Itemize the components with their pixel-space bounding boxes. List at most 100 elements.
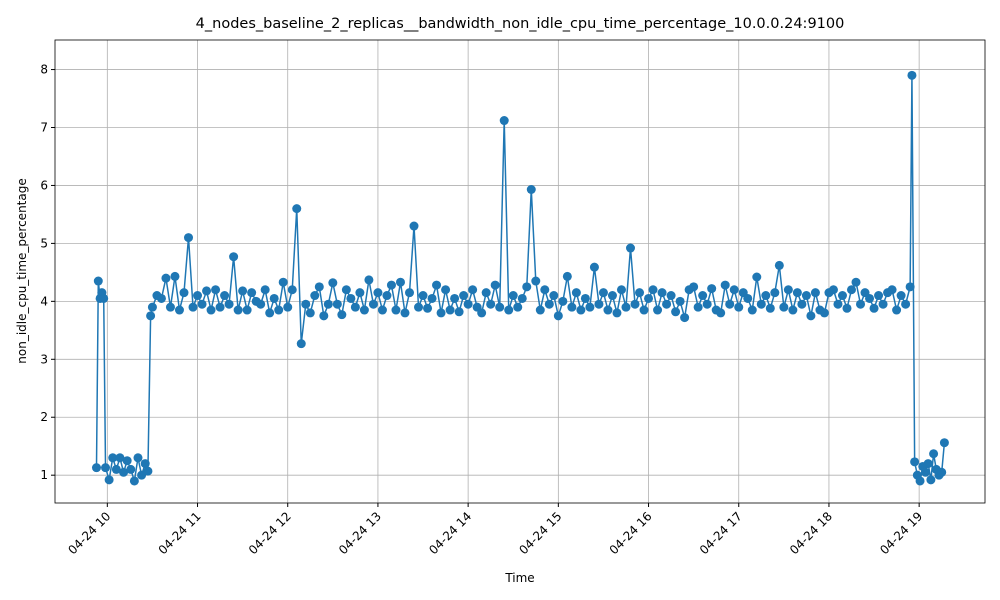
data-point: [206, 305, 216, 315]
data-point: [332, 299, 342, 309]
data-point: [211, 285, 221, 295]
data-point: [104, 475, 114, 485]
data-point: [238, 286, 248, 296]
data-point: [729, 285, 739, 295]
data-point: [359, 305, 369, 315]
data-point: [184, 233, 194, 243]
data-point: [828, 285, 838, 295]
data-point: [292, 204, 302, 214]
data-point: [774, 260, 784, 270]
data-point: [896, 291, 906, 301]
data-point: [788, 305, 798, 315]
y-tick-label: 3: [40, 352, 48, 366]
data-point: [589, 262, 599, 272]
data-point: [693, 302, 703, 312]
data-point: [689, 282, 699, 292]
data-point: [837, 291, 847, 301]
data-point: [147, 302, 157, 312]
data-point: [193, 291, 203, 301]
data-point: [756, 299, 766, 309]
x-tick-label: 04-24 11: [156, 509, 204, 557]
data-point: [111, 464, 121, 474]
data-point: [143, 466, 153, 476]
data-point: [657, 288, 667, 298]
data-point: [517, 293, 527, 303]
data-point: [770, 288, 780, 298]
data-point: [481, 288, 491, 298]
data-point: [91, 463, 101, 473]
data-point: [414, 302, 424, 312]
data-point: [274, 305, 284, 315]
x-tick-label: 04-24 15: [516, 509, 564, 557]
data-point: [887, 285, 897, 295]
y-tick-label: 8: [40, 63, 48, 77]
x-tick-label: 04-24 18: [787, 509, 835, 557]
data-point: [594, 299, 604, 309]
data-point: [179, 288, 189, 298]
data-point: [910, 457, 920, 467]
data-point: [567, 302, 577, 312]
data-point: [156, 293, 166, 303]
data-point: [323, 299, 333, 309]
x-axis-label: Time: [504, 571, 534, 585]
data-point: [535, 305, 545, 315]
data-point: [526, 185, 536, 195]
data-point: [99, 293, 109, 303]
data-line: [95, 75, 946, 484]
data-point: [522, 282, 532, 292]
data-point: [725, 299, 735, 309]
data-point: [341, 285, 351, 295]
data-point: [454, 307, 464, 317]
data-point: [310, 291, 320, 301]
data-point: [146, 311, 156, 321]
data-point: [707, 284, 717, 294]
data-point: [242, 305, 252, 315]
data-point: [418, 291, 428, 301]
data-point: [842, 303, 852, 313]
data-point: [603, 305, 613, 315]
data-point: [346, 293, 356, 303]
data-point: [576, 305, 586, 315]
data-point: [459, 291, 469, 301]
chart-title: 4_nodes_baseline_2_replicas__bandwidth_n…: [196, 16, 845, 32]
data-point: [549, 291, 559, 301]
data-point: [405, 288, 415, 298]
data-point: [395, 277, 405, 287]
data-point: [220, 291, 230, 301]
data-point: [865, 293, 875, 303]
data-point: [635, 288, 645, 298]
data-point: [283, 302, 293, 312]
data-point: [846, 285, 856, 295]
data-point: [197, 299, 207, 309]
data-point: [314, 282, 324, 292]
data-point: [400, 308, 410, 318]
data-point: [671, 307, 681, 317]
data-point: [229, 252, 239, 262]
data-point: [621, 302, 631, 312]
data-point: [644, 293, 654, 303]
data-point: [878, 299, 888, 309]
data-point: [165, 302, 175, 312]
data-point: [616, 285, 626, 295]
data-point: [580, 293, 590, 303]
data-point: [734, 302, 744, 312]
data-point: [915, 476, 925, 486]
data-point: [337, 310, 347, 320]
y-axis-label: non_idle_cpu_time_percentage: [15, 178, 29, 363]
data-point: [355, 288, 365, 298]
data-point: [486, 299, 496, 309]
data-point: [752, 272, 762, 282]
data-point: [319, 311, 329, 321]
data-point: [653, 305, 663, 315]
y-tick-label: 4: [40, 294, 48, 308]
data-point: [174, 305, 184, 315]
data-point: [256, 299, 266, 309]
data-point: [101, 463, 111, 473]
x-tick-label: 04-24 14: [426, 509, 474, 557]
data-point: [833, 299, 843, 309]
data-point: [792, 288, 802, 298]
data-point: [391, 305, 401, 315]
data-point: [450, 293, 460, 303]
data-point: [436, 308, 446, 318]
